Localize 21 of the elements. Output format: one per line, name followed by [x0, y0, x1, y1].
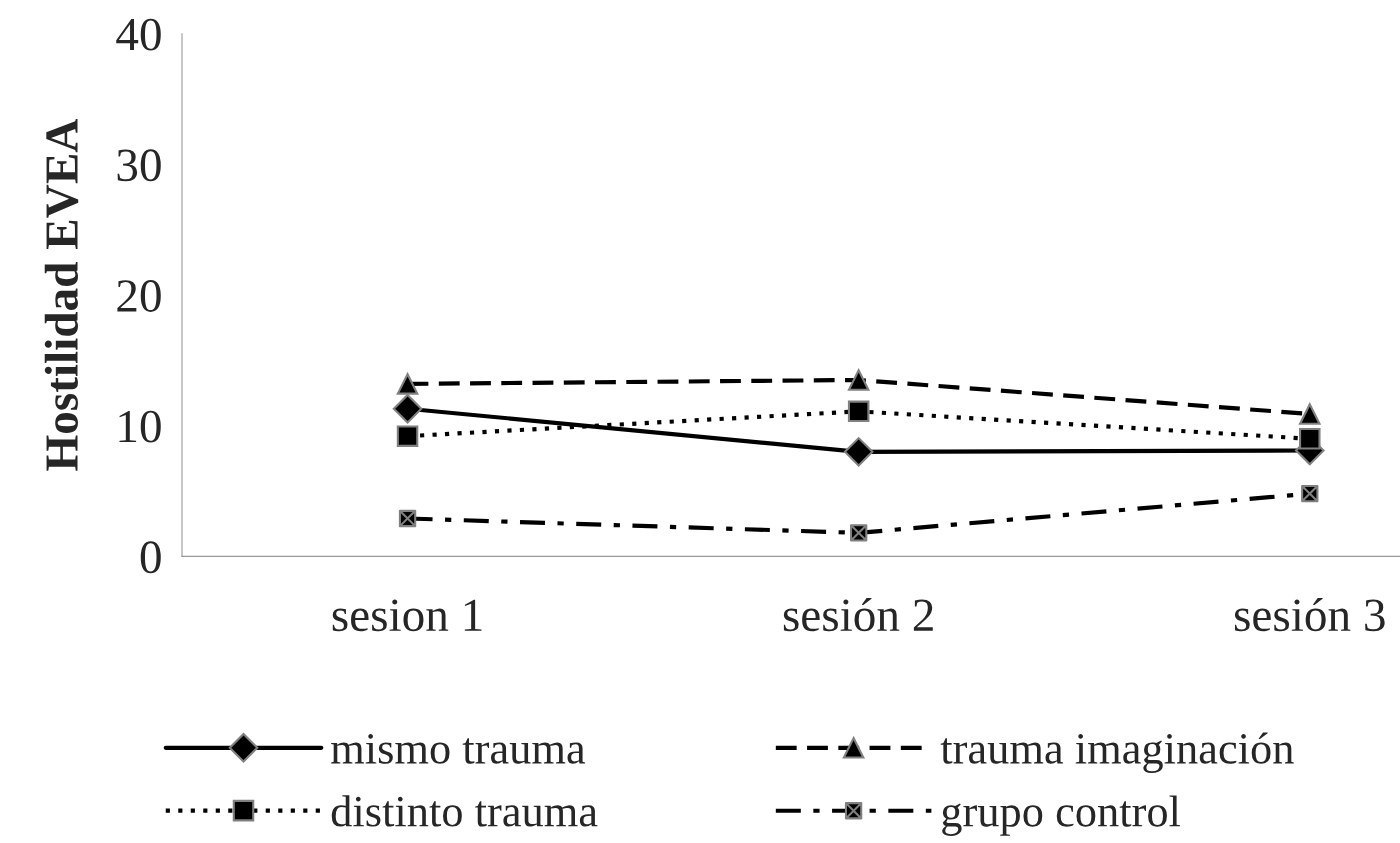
point: [847, 400, 870, 423]
y-tick-label: 10: [119, 410, 161, 443]
legend-label: mismo trauma: [331, 733, 586, 764]
y-tick-label: 30: [117, 149, 161, 182]
point: [396, 373, 419, 395]
x-tick-label: sesión 2: [783, 597, 933, 632]
x-tick-label: sesion 1: [332, 599, 482, 632]
legend-label: distinto trauma: [331, 795, 598, 827]
point: [1299, 428, 1321, 450]
x-tick-label: sesión 3: [1234, 597, 1385, 632]
point: [843, 437, 874, 467]
point: [392, 393, 423, 424]
point: [396, 425, 419, 447]
y-tick-label: 0: [140, 541, 161, 574]
y-tick-label: 40: [116, 18, 161, 51]
point: [847, 369, 870, 391]
legend-label: grupo control: [942, 795, 1181, 836]
y-axis-title: Hostilidad EVEA: [44, 118, 79, 471]
y-tick-label: 20: [117, 280, 161, 312]
point: [1299, 403, 1321, 425]
legend-label: trauma imaginación: [940, 732, 1294, 773]
